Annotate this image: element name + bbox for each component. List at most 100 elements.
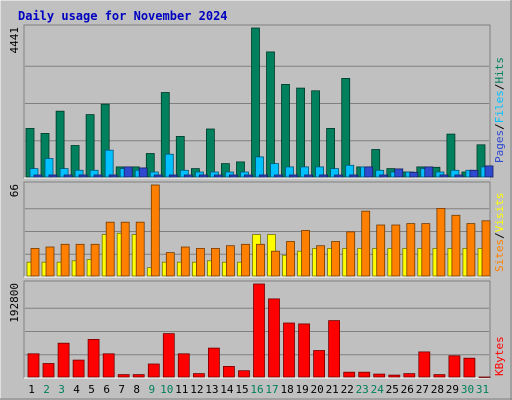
legend-visits: Visits (493, 193, 506, 233)
kbytes-bar-day-16 (253, 283, 265, 378)
hits-bar-day-18 (281, 84, 290, 178)
pages-bar-day-22 (349, 174, 359, 178)
sites-bar-day-31 (481, 220, 491, 277)
legend-sites: Sites (493, 239, 506, 272)
pages-bar-day-8 (138, 167, 148, 178)
sites-bar-day-28 (436, 207, 446, 277)
day-label-11: 11 (175, 383, 188, 396)
hits-bar-day-16 (251, 27, 260, 178)
sites-bar-day-23 (361, 210, 371, 277)
kbytes-bar-day-9 (147, 363, 160, 378)
kbytes-bar-day-11 (177, 353, 190, 378)
pages-bar-day-4 (78, 174, 88, 178)
sites-bar-day-17 (271, 250, 280, 277)
kbytes-bar-day-19 (298, 323, 311, 378)
sites-bar-day-7 (120, 221, 130, 277)
pages-bar-day-16 (259, 174, 268, 178)
day-label-3: 3 (58, 383, 65, 396)
chart-title: Daily usage for November 2024 (18, 9, 228, 23)
panel-hits-files-pages: 4441 (8, 24, 494, 179)
sites-bar-day-30 (466, 223, 476, 277)
hits-bar-day-22 (341, 78, 351, 178)
kbytes-bar-day-24 (373, 373, 386, 378)
kbytes-bar-day-14 (222, 365, 235, 378)
kbytes-bar-day-7 (117, 374, 130, 378)
sites-bar-day-3 (60, 243, 70, 277)
files-bar-day-16 (255, 156, 264, 178)
sites-bar-day-19 (301, 230, 311, 277)
legend-kbytes: KBytes (493, 336, 506, 376)
day-label-29: 29 (446, 383, 459, 396)
sites-bar-day-13 (210, 247, 220, 277)
kbytes-bar-day-13 (207, 347, 220, 378)
kbytes-bar-day-30 (463, 357, 476, 378)
sites-bar-day-15 (241, 243, 250, 277)
day-label-26: 26 (401, 383, 414, 396)
sites-bar-day-6 (105, 221, 115, 277)
chart-panels: 4441 66 192800 (8, 24, 494, 379)
day-label-12: 12 (190, 383, 203, 396)
day-label-2: 2 (43, 383, 50, 396)
day-label-5: 5 (88, 383, 95, 396)
sites-bar-day-14 (225, 245, 235, 277)
hits-bar-day-3 (55, 110, 65, 178)
sites-bar-day-16 (256, 243, 265, 277)
hits-bar-day-19 (296, 87, 306, 178)
pages-bar-day-9 (153, 174, 163, 178)
day-label-14: 14 (220, 383, 234, 396)
day-label-13: 13 (205, 383, 218, 396)
pages-bar-day-26 (409, 171, 419, 178)
sites-bar-day-21 (331, 241, 341, 277)
legend-kbytes: KBytes (493, 336, 506, 376)
sites-bar-day-20 (316, 245, 326, 277)
sites-bar-day-25 (391, 224, 401, 277)
panel-visits-sites: 66 (8, 181, 491, 278)
kbytes-bar-day-10 (162, 333, 175, 378)
legend-pages-files-hits: Pages/Files/Hits (493, 57, 506, 163)
kbytes-bar-day-23 (358, 371, 371, 378)
y-max-label: 4441 (8, 27, 21, 54)
sites-bar-day-27 (421, 223, 431, 277)
day-label-4: 4 (73, 383, 80, 396)
files-bar-day-6 (104, 149, 114, 178)
kbytes-bar-day-5 (87, 338, 100, 378)
legend-pages: Pages (493, 130, 506, 163)
kbytes-bar-day-31 (478, 376, 491, 378)
pages-bar-day-31 (484, 165, 494, 178)
sites-bar-day-26 (406, 223, 416, 277)
day-label-15: 15 (235, 383, 248, 396)
pages-bar-day-7 (123, 166, 133, 178)
pages-bar-day-10 (168, 174, 178, 178)
hits-bar-day-20 (311, 90, 321, 178)
kbytes-bar-day-29 (448, 355, 461, 378)
pages-bar-day-1 (33, 174, 43, 178)
kbytes-bar-day-4 (72, 359, 85, 378)
sites-bar-day-29 (451, 214, 461, 277)
kbytes-bar-day-27 (418, 351, 431, 378)
day-label-21: 21 (326, 383, 339, 396)
sites-bar-day-11 (180, 246, 190, 277)
pages-bar-day-6 (108, 174, 118, 178)
kbytes-bar-day-28 (433, 374, 446, 378)
sites-bar-day-9 (150, 184, 160, 277)
pages-bar-day-12 (198, 174, 208, 178)
pages-bar-day-3 (63, 174, 73, 178)
pages-bar-day-30 (469, 169, 479, 178)
day-label-27: 27 (416, 383, 429, 396)
pages-bar-day-24 (379, 174, 389, 178)
pages-bar-day-2 (48, 174, 58, 178)
hits-bar-day-13 (205, 128, 215, 178)
pages-bar-day-20 (319, 174, 329, 178)
pages-bar-day-5 (93, 174, 103, 178)
y-max-label: 192800 (8, 283, 21, 323)
pages-bar-day-29 (454, 174, 464, 178)
day-label-16: 16 (250, 383, 263, 396)
kbytes-bar-day-18 (283, 322, 295, 378)
day-label-9: 9 (148, 383, 155, 396)
kbytes-bar-day-3 (57, 342, 70, 378)
pages-bar-day-28 (439, 174, 449, 178)
kbytes-bar-day-22 (343, 371, 356, 378)
kbytes-bar-day-15 (238, 370, 250, 378)
